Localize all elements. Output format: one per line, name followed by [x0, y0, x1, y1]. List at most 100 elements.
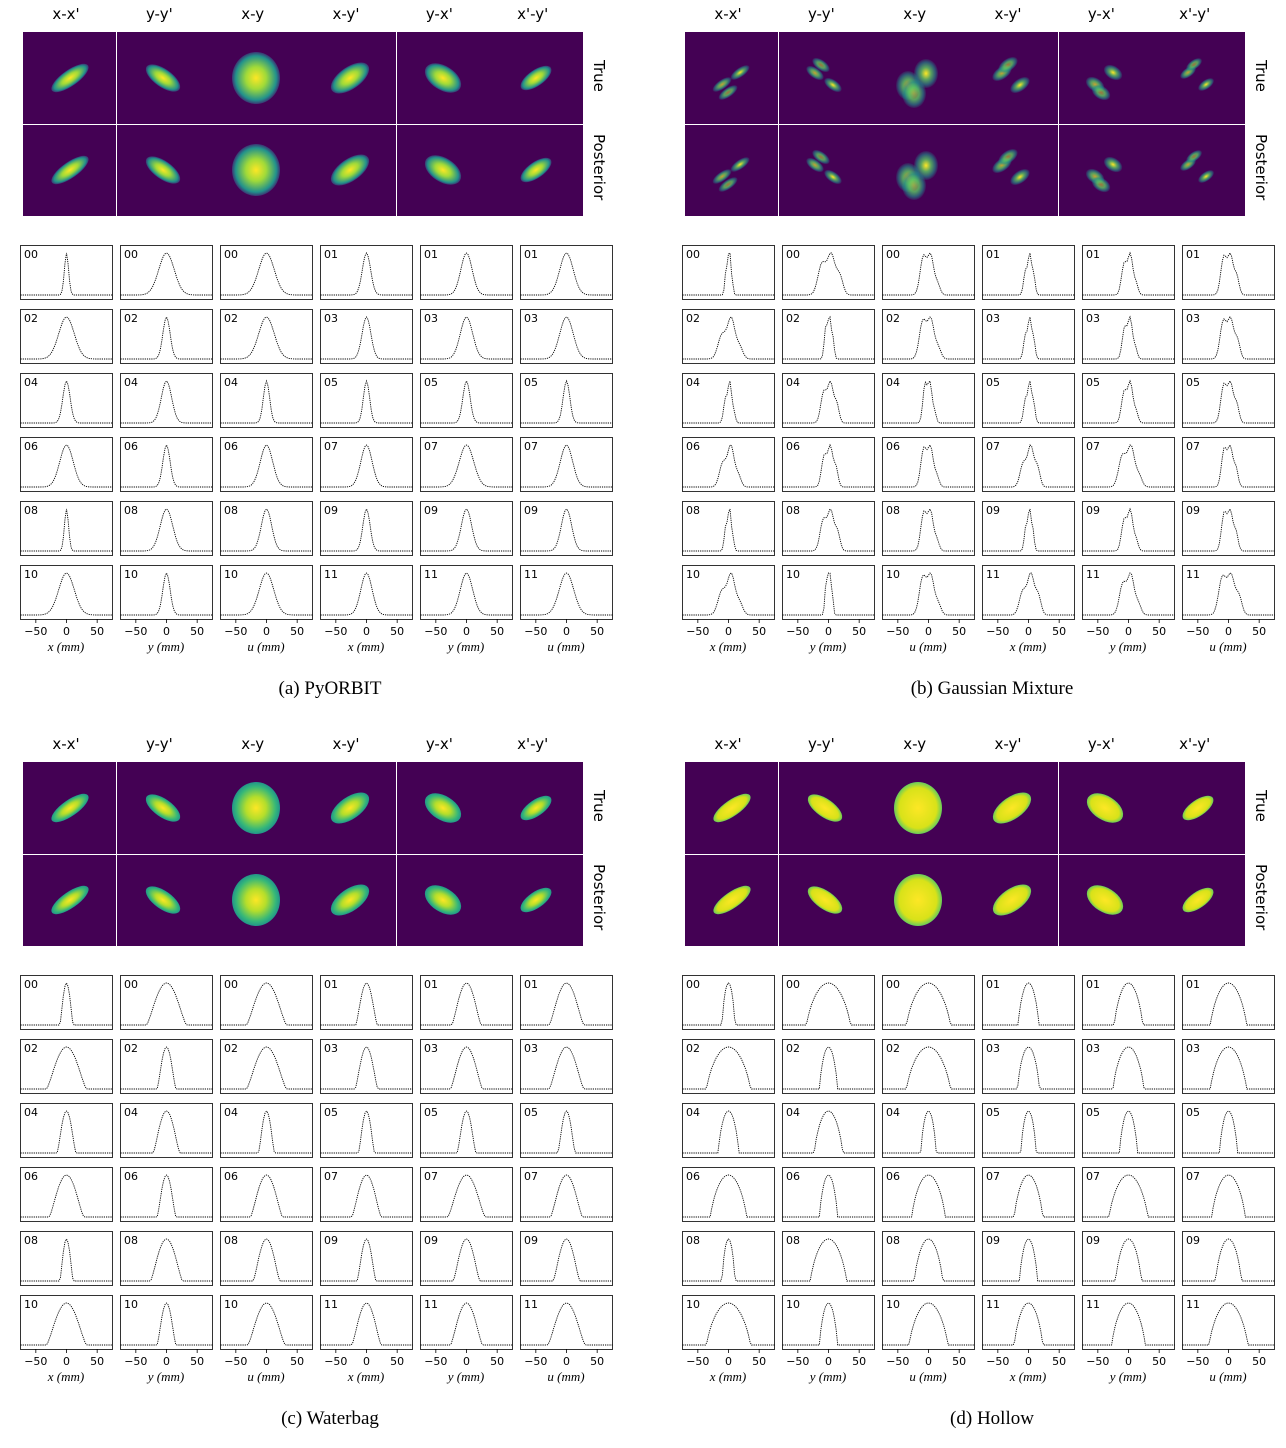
- subplot-frame: [220, 1039, 313, 1094]
- subplot-frame: [1082, 1231, 1175, 1286]
- panel-caption: (c) Waterbag: [281, 1408, 379, 1429]
- profile-subplot: 01: [520, 975, 613, 1030]
- profile-line: [20, 252, 113, 296]
- profile-line: [882, 252, 975, 296]
- density-blob: [894, 782, 943, 834]
- profile-index-label: 06: [224, 1170, 238, 1183]
- profile-line: [1182, 443, 1275, 488]
- profile-index-label: 09: [1086, 504, 1100, 517]
- profile-line: [682, 316, 775, 360]
- profile-index-label: 10: [124, 1298, 138, 1311]
- x-tick-label: 0: [263, 625, 270, 638]
- posterior-row-label: Posterior: [1252, 134, 1270, 201]
- x-tick-label: 50: [1052, 625, 1066, 638]
- profile-index-label: 00: [124, 248, 138, 261]
- profile-subplot: 07: [320, 1167, 413, 1222]
- subplot-frame: [682, 1103, 775, 1158]
- profile-subplot: 02: [20, 309, 113, 364]
- subplot-frame: [782, 437, 875, 492]
- profile-index-label: 10: [224, 1298, 238, 1311]
- profile-subplot: 05: [1182, 373, 1275, 428]
- x-axis-label: x (mm): [1009, 639, 1046, 654]
- x-axis-label: y (mm): [1108, 1369, 1146, 1384]
- profile-subplot: 02: [782, 1039, 875, 1094]
- profile-subplot: 05: [320, 1103, 413, 1158]
- profile-index-label: 02: [124, 1042, 138, 1055]
- profile-line: [120, 1174, 213, 1218]
- profile-subplot: 04: [682, 373, 775, 428]
- x-tick-label: 0: [825, 1355, 832, 1368]
- profile-subplot: 10 −50 0 50 x (mm): [20, 1295, 113, 1384]
- profile-line: [1082, 1046, 1175, 1090]
- subplot-frame: [20, 373, 113, 428]
- subplot-frame: [520, 975, 613, 1030]
- profile-index-label: 04: [24, 1106, 38, 1119]
- subplot-frame: [320, 373, 413, 428]
- subplot-frame: [1082, 373, 1175, 428]
- profile-subplot: 09: [1082, 501, 1175, 556]
- profile-line: [882, 1110, 975, 1154]
- profile-line: [882, 1046, 975, 1090]
- profile-line: [120, 1238, 213, 1282]
- profile-index-label: 09: [324, 1234, 338, 1247]
- profile-line: [320, 316, 413, 360]
- profile-subplot: 09: [420, 501, 513, 556]
- profile-line: [982, 380, 1075, 424]
- x-axis-label: y (mm): [808, 1369, 846, 1384]
- profile-index-label: 00: [224, 248, 238, 261]
- profile-line: [882, 379, 975, 424]
- projection-label: x-x': [714, 735, 742, 753]
- profile-line: [682, 508, 775, 552]
- x-tick-label: −50: [224, 1355, 247, 1368]
- profile-subplot: 05: [1082, 1103, 1175, 1158]
- profile-line: [20, 1046, 113, 1090]
- profile-line: [1082, 444, 1175, 488]
- profile-subplot: 03: [320, 309, 413, 364]
- x-tick-label: 50: [590, 625, 604, 638]
- subplot-frame: [520, 1103, 613, 1158]
- density-blob: [709, 788, 755, 828]
- profile-index-label: 01: [524, 978, 538, 991]
- x-tick-label: 0: [563, 625, 570, 638]
- x-axis-label: u (mm): [247, 1369, 284, 1384]
- subplot-frame: [982, 1231, 1075, 1286]
- x-axis-label: y (mm): [146, 639, 184, 654]
- profile-subplot: 02: [882, 309, 975, 364]
- profile-index-label: 05: [1086, 376, 1100, 389]
- profile-subplot: 09: [982, 1231, 1075, 1286]
- profile-index-label: 11: [986, 1298, 1000, 1311]
- profile-subplot: 04: [682, 1103, 775, 1158]
- profile-index-label: 04: [686, 376, 700, 389]
- subplot-frame: [1182, 975, 1275, 1030]
- density-blob: [902, 171, 927, 200]
- x-axis-label: x (mm): [347, 639, 384, 654]
- profile-index-label: 09: [524, 1234, 538, 1247]
- density-blob: [419, 57, 467, 99]
- projection-label: x-y: [241, 735, 265, 753]
- profile-subplot: 06: [220, 1167, 313, 1222]
- profile-line: [520, 1174, 613, 1218]
- profile-subplot: 10 −50 0 50 u (mm): [220, 565, 313, 654]
- profile-line: [1182, 507, 1275, 552]
- profile-line: [982, 316, 1075, 360]
- subplot-frame: [782, 1231, 875, 1286]
- profile-subplot: 03: [320, 1039, 413, 1094]
- profile-index-label: 10: [224, 568, 238, 581]
- subplot-frame: [782, 1167, 875, 1222]
- profile-subplot: 05: [982, 1103, 1075, 1158]
- subplot-frame: [682, 975, 775, 1030]
- projection-label: y-y': [145, 5, 173, 23]
- profile-line: [782, 1302, 875, 1346]
- profile-index-label: 03: [324, 312, 338, 325]
- profile-subplot: 07: [320, 437, 413, 492]
- profile-subplot: 06: [882, 1167, 975, 1222]
- profile-line: [520, 1238, 613, 1282]
- profile-subplot: 06: [120, 437, 213, 492]
- density-blob: [232, 52, 281, 104]
- subplot-frame: [782, 1103, 875, 1158]
- profile-subplot: 02: [682, 309, 775, 364]
- x-tick-label: 50: [190, 625, 204, 638]
- subplot-frame: [20, 245, 113, 300]
- profile-subplot: 00: [682, 975, 775, 1030]
- profile-index-label: 07: [424, 1170, 438, 1183]
